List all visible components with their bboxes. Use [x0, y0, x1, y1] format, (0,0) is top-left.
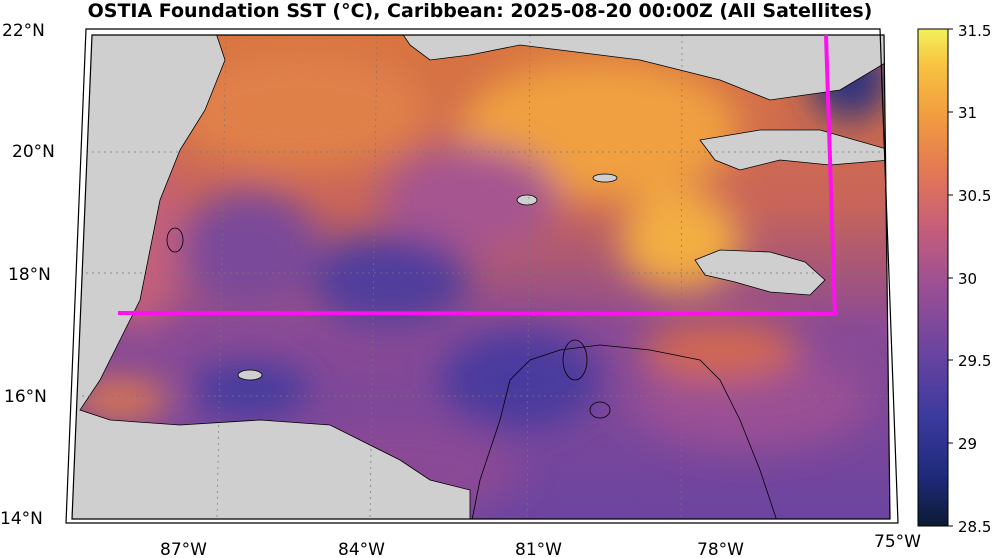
lat-label-16: 16°N	[4, 387, 47, 407]
land-masses	[72, 35, 890, 519]
lat-label-20: 20°N	[12, 142, 55, 162]
region-boundary	[117, 34, 838, 317]
figure-title: OSTIA Foundation SST (°C), Caribbean: 20…	[87, 0, 873, 22]
lon-label-87: 87°W	[160, 540, 207, 558]
colorbar-tick-29: 29	[958, 435, 977, 453]
colorbar-tick-31-5: 31.5	[958, 22, 991, 40]
lon-label-84: 84°W	[338, 540, 385, 558]
lat-label-18: 18°N	[8, 265, 51, 285]
colorbar-tick-29-5: 29.5	[958, 352, 991, 370]
lat-label-22: 22°N	[2, 21, 45, 41]
colorbar-tick-31: 31	[958, 104, 977, 122]
colorbar-tick-30-5: 30.5	[958, 187, 991, 205]
lat-label-14: 14°N	[0, 509, 43, 529]
lon-label-78: 78°W	[697, 540, 744, 558]
lon-label-75: 75°W	[874, 532, 921, 552]
islands	[166, 173, 618, 419]
lon-label-81: 81°W	[515, 540, 562, 558]
colorbar-tick-28-5: 28.5	[958, 518, 991, 536]
graticule	[76, 35, 890, 519]
colorbar-tick-30: 30	[958, 270, 977, 288]
colorbar-gradient	[917, 28, 949, 527]
colorbar: 31.5 31 30.5 30 29.5 29 28.5	[917, 22, 991, 536]
map-frame	[71, 34, 891, 520]
